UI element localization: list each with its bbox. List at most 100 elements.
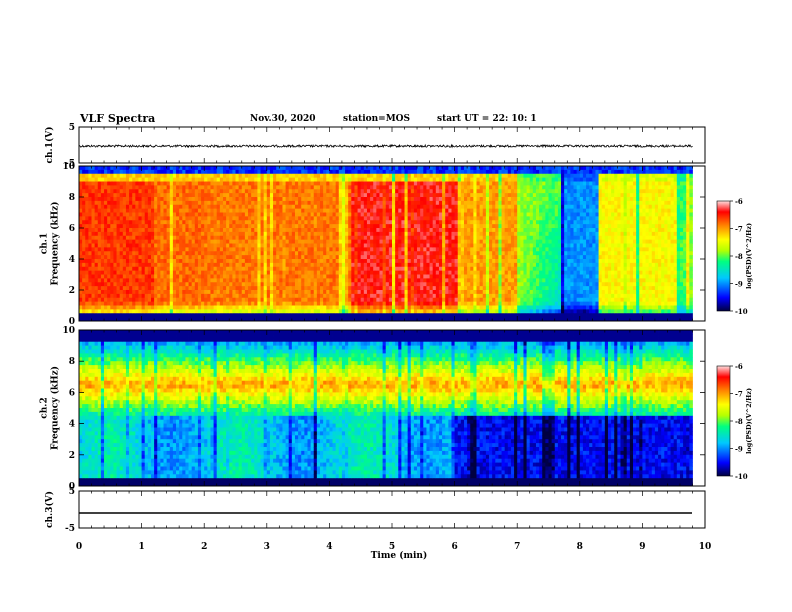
heatmap-cell <box>260 309 265 314</box>
heatmap-cell <box>169 297 174 303</box>
heatmap-cell <box>332 200 337 206</box>
heatmap-cell <box>135 274 139 279</box>
heatmap-cell <box>260 204 265 210</box>
heatmap-cell <box>435 185 440 190</box>
heatmap-cell <box>298 166 302 171</box>
heatmap-cell <box>94 317 99 322</box>
heatmap-cell <box>360 220 365 225</box>
heatmap-cell <box>94 251 99 256</box>
heatmap-cell <box>122 278 127 283</box>
heatmap-cell <box>113 224 117 229</box>
heatmap-cell <box>182 197 186 202</box>
heatmap-cell <box>157 251 161 256</box>
heatmap-cell <box>445 309 449 314</box>
heatmap-cell <box>410 274 415 279</box>
heatmap-cell <box>448 181 452 186</box>
heatmap-cell <box>185 274 189 279</box>
heatmap-cell <box>445 247 449 252</box>
heatmap-cell <box>410 247 415 252</box>
heatmap-cell <box>82 216 86 221</box>
heatmap-cell <box>404 243 409 248</box>
heatmap-cell <box>119 290 124 295</box>
heatmap-cell <box>194 220 199 225</box>
heatmap-cell <box>135 239 139 244</box>
heatmap-cell <box>288 251 293 256</box>
heatmap-cell <box>229 189 233 194</box>
heatmap-cell <box>141 185 146 190</box>
heatmap-cell <box>273 286 277 291</box>
heatmap-cell <box>144 243 149 248</box>
heatmap-cell <box>191 239 196 244</box>
heatmap-cell <box>294 309 299 314</box>
heatmap-cell <box>219 212 224 217</box>
heatmap-cell <box>260 193 265 198</box>
heatmap-cell <box>88 177 92 182</box>
heatmap-cell <box>335 290 340 295</box>
heatmap-cell <box>438 197 443 202</box>
heatmap-cell <box>160 266 164 272</box>
heatmap-cell <box>351 239 355 244</box>
heatmap-cell <box>279 204 283 210</box>
heatmap-cell <box>316 197 321 202</box>
heatmap-cell <box>323 301 327 306</box>
heatmap-cell <box>176 251 180 256</box>
heatmap-cell <box>304 224 308 229</box>
heatmap-cell <box>122 282 127 287</box>
heatmap-cell <box>179 259 183 264</box>
heatmap-cell <box>341 309 346 314</box>
heatmap-cell <box>370 208 374 213</box>
heatmap-cell <box>160 247 164 252</box>
heatmap-cell <box>423 166 427 171</box>
heatmap-cell <box>232 270 236 275</box>
heatmap-cell <box>323 185 327 190</box>
heatmap-cell <box>417 231 421 237</box>
heatmap-cell <box>351 220 355 225</box>
heatmap-cell <box>307 243 312 248</box>
heatmap-cell <box>163 266 168 272</box>
heatmap-cell <box>429 185 434 190</box>
heatmap-cell <box>116 270 121 275</box>
heatmap-cell <box>373 228 377 233</box>
heatmap-cell <box>182 212 186 217</box>
heatmap-cell <box>448 262 452 268</box>
heatmap-cell <box>179 266 183 272</box>
heatmap-cell <box>338 247 343 252</box>
heatmap-cell <box>388 255 393 260</box>
heatmap-cell <box>370 239 374 244</box>
heatmap-cell <box>357 247 362 252</box>
heatmap-cell <box>172 247 177 252</box>
heatmap-cell <box>150 301 155 306</box>
heatmap-cell <box>129 274 133 279</box>
heatmap-cell <box>316 255 321 260</box>
heatmap-cell <box>420 220 424 225</box>
heatmap-cell <box>423 185 427 190</box>
heatmap-cell <box>97 270 102 275</box>
heatmap-cell <box>91 189 96 194</box>
heatmap-cell <box>423 301 427 306</box>
heatmap-cell <box>194 181 199 186</box>
heatmap-cell <box>254 181 258 186</box>
heatmap-cell <box>229 243 233 248</box>
heatmap-cell <box>91 224 96 229</box>
heatmap-cell <box>182 231 186 237</box>
heatmap-cell <box>366 224 371 229</box>
heatmap-cell <box>301 239 305 244</box>
heatmap-cell <box>282 189 286 194</box>
heatmap-cell <box>88 200 92 206</box>
heatmap-cell <box>442 173 446 179</box>
heatmap-cell <box>438 301 443 306</box>
heatmap-cell <box>442 212 446 217</box>
heatmap-cell <box>163 309 168 314</box>
heatmap-cell <box>257 266 261 272</box>
heatmap-cell <box>467 193 471 198</box>
heatmap-cell <box>423 305 427 310</box>
heatmap-cell <box>251 255 255 260</box>
heatmap-cell <box>338 317 343 322</box>
heatmap-cell <box>97 220 102 225</box>
heatmap-cell <box>116 169 121 175</box>
heatmap-cell <box>107 181 111 186</box>
heatmap-cell <box>79 208 83 213</box>
heatmap-cell <box>417 313 421 318</box>
heatmap-cell <box>395 216 399 221</box>
heatmap-cell <box>382 177 387 182</box>
